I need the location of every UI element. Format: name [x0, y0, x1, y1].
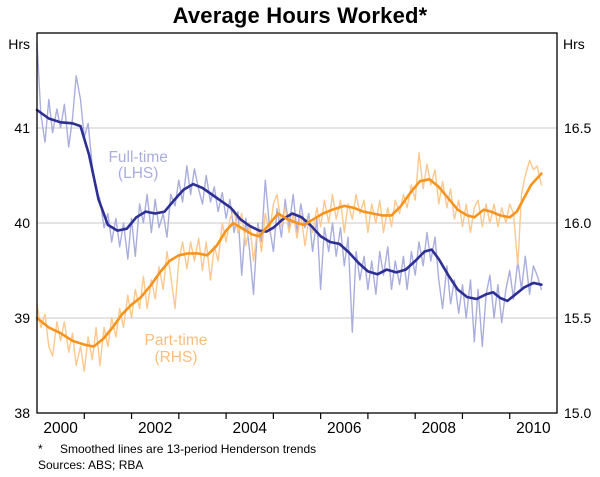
left-axis-unit-label: Hrs: [8, 36, 30, 52]
svg-text:16.5: 16.5: [564, 120, 591, 136]
svg-text:2000: 2000: [43, 420, 78, 437]
footnote-text: Smoothed lines are 13-period Henderson t…: [60, 442, 317, 456]
svg-text:40: 40: [14, 215, 30, 231]
footnote-marker: *: [38, 442, 43, 456]
svg-text:2010: 2010: [516, 420, 551, 437]
svg-text:38: 38: [14, 405, 30, 421]
svg-text:2004: 2004: [232, 420, 267, 437]
svg-text:2002: 2002: [138, 420, 172, 437]
svg-text:15.5: 15.5: [564, 310, 591, 326]
svg-text:2006: 2006: [327, 420, 361, 437]
right-axis-unit-label: Hrs: [563, 36, 585, 52]
chart-title: Average Hours Worked*: [172, 3, 428, 28]
svg-text:16.0: 16.0: [564, 215, 591, 231]
svg-text:39: 39: [14, 310, 30, 326]
series-label-part-time: Part-time: [144, 331, 208, 349]
sources-text: Sources: ABS; RBA: [38, 458, 144, 472]
series-label-part-time-axis: (RHS): [154, 348, 198, 366]
series-label-full-time-axis: (LHS): [117, 164, 159, 182]
svg-text:15.0: 15.0: [564, 405, 591, 421]
svg-text:2008: 2008: [422, 420, 456, 437]
svg-text:41: 41: [14, 120, 30, 136]
series-label-full-time: Full-time: [108, 149, 168, 167]
